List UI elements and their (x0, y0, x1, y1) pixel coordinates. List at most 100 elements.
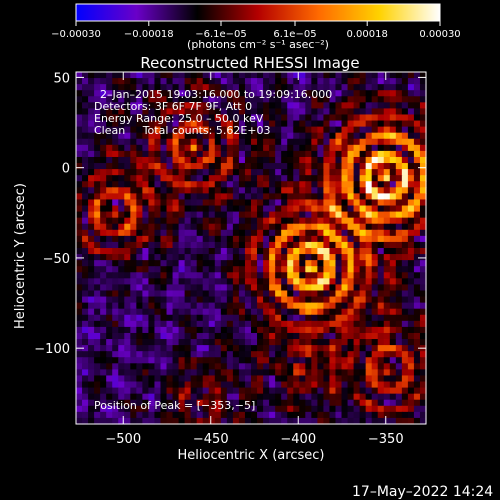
heatmap-cell (178, 357, 186, 364)
heatmap-cell (88, 345, 95, 352)
heatmap-cell (232, 241, 240, 249)
heatmap-cell (263, 296, 270, 304)
heatmap-cell (124, 357, 131, 364)
heatmap-cell (244, 284, 252, 292)
heatmap-cell (178, 108, 186, 116)
heatmap-cell (148, 248, 156, 255)
heatmap-cell (88, 181, 95, 188)
heatmap-cell (395, 381, 403, 389)
heatmap-cell (419, 114, 427, 122)
heatmap-cell (160, 217, 168, 225)
heatmap-cell (263, 314, 270, 322)
heatmap-cell (112, 381, 119, 389)
heatmap-cell (190, 254, 198, 261)
heatmap-cell (401, 278, 409, 286)
heatmap-cell (335, 72, 343, 79)
heatmap-cell (311, 169, 318, 176)
heatmap-cell (148, 126, 156, 134)
heatmap-cell (275, 357, 282, 364)
heatmap-cell (317, 357, 325, 364)
heatmap-cell (172, 199, 180, 207)
heatmap-cell (299, 175, 306, 182)
heatmap-cell (190, 290, 198, 298)
heatmap-cell (257, 375, 264, 383)
heatmap-cell (202, 108, 210, 116)
heatmap-cell (178, 175, 186, 182)
heatmap-cell (226, 169, 234, 176)
heatmap-cell (148, 399, 156, 407)
heatmap-cell (311, 205, 318, 213)
heatmap-cell (317, 363, 325, 370)
heatmap-cell (293, 223, 300, 231)
heatmap-cell (401, 290, 409, 298)
heatmap-cell (269, 181, 276, 188)
heatmap-cell (269, 381, 276, 389)
heatmap-cell (377, 156, 385, 164)
heatmap-cell (112, 320, 119, 328)
heatmap-cell (305, 78, 312, 85)
heatmap-cell (76, 193, 83, 201)
heatmap-cell (281, 78, 288, 85)
heatmap-cell (395, 351, 403, 358)
heatmap-cell (371, 290, 379, 298)
heatmap-cell (100, 248, 107, 255)
heatmap-cell (214, 260, 222, 267)
heatmap-cell (407, 205, 415, 213)
heatmap-cell (154, 248, 162, 255)
heatmap-cell (293, 138, 300, 146)
heatmap-cell (238, 199, 246, 207)
heatmap-cell (196, 84, 204, 91)
heatmap-cell (269, 411, 276, 419)
heatmap-cell (275, 138, 282, 146)
heatmap-cell (76, 108, 83, 116)
heatmap-cell (118, 72, 125, 79)
heatmap-cell (178, 193, 186, 201)
heatmap-cell (88, 284, 95, 292)
heatmap-cell (88, 266, 95, 273)
heatmap-cell (389, 332, 397, 340)
heatmap-cell (124, 217, 131, 225)
heatmap-cell (166, 351, 174, 358)
heatmap-cell (305, 175, 312, 182)
heatmap-cell (88, 405, 95, 413)
heatmap-cell (130, 326, 137, 334)
heatmap-cell (82, 235, 89, 243)
heatmap-cell (383, 411, 391, 419)
heatmap-cell (172, 211, 180, 219)
heatmap-cell (353, 193, 361, 201)
heatmap-cell (383, 114, 391, 122)
heatmap-cell (251, 254, 258, 261)
heatmap-cell (281, 138, 288, 146)
heatmap-cell (353, 393, 361, 401)
heatmap-cell (377, 108, 385, 116)
heatmap-cell (263, 241, 270, 249)
heatmap-cell (269, 205, 276, 213)
heatmap-cell (365, 72, 373, 79)
heatmap-cell (238, 126, 246, 134)
heatmap-cell (94, 284, 101, 292)
heatmap-cell (166, 163, 174, 170)
heatmap-cell (275, 72, 282, 79)
heatmap-cell (220, 120, 228, 128)
heatmap-cell (94, 235, 101, 243)
heatmap-cell (184, 357, 192, 364)
heatmap-cell (353, 132, 361, 140)
heatmap-cell (293, 132, 300, 140)
heatmap-cell (263, 339, 270, 346)
heatmap-cell (112, 138, 119, 146)
heatmap-cell (190, 223, 198, 231)
heatmap-cell (299, 217, 306, 225)
heatmap-cell (281, 411, 288, 419)
heatmap-cell (184, 375, 192, 383)
heatmap-cell (172, 114, 180, 122)
heatmap-cell (118, 235, 125, 243)
heatmap-cell (226, 308, 234, 316)
heatmap-cell (347, 217, 355, 225)
heatmap-cell (118, 308, 125, 316)
heatmap-cell (148, 357, 156, 364)
heatmap-cell (341, 138, 349, 146)
heatmap-cell (190, 326, 198, 334)
heatmap-cell (166, 272, 174, 279)
heatmap-cell (317, 399, 325, 407)
heatmap-cell (184, 211, 192, 219)
